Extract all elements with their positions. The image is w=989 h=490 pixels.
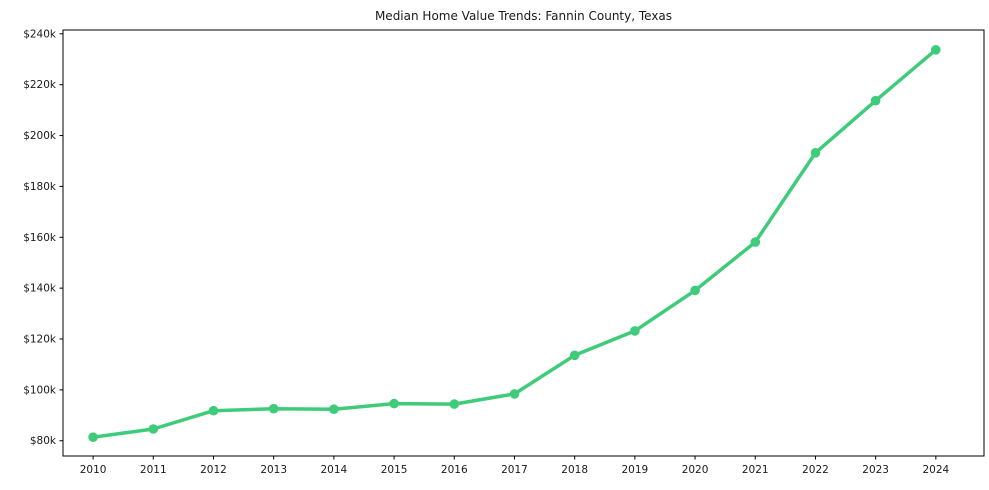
y-tick-label: $80k: [30, 435, 57, 447]
y-tick-label: $240k: [23, 28, 57, 40]
chart-title: Median Home Value Trends: Fannin County,…: [375, 9, 672, 23]
x-tick-label: 2012: [200, 464, 227, 476]
y-tick-label: $180k: [23, 181, 57, 193]
x-tick-label: 2021: [742, 464, 769, 476]
y-tick-label: $120k: [23, 334, 57, 346]
x-tick-label: 2022: [802, 464, 829, 476]
data-point-marker: [509, 389, 520, 399]
data-point-marker: [268, 403, 279, 414]
y-tick-label: $200k: [23, 130, 57, 142]
y-tick-label: $140k: [23, 283, 57, 295]
data-point-marker: [690, 285, 700, 296]
data-point-marker: [88, 432, 98, 443]
data-point-marker: [208, 405, 219, 416]
x-tick-label: 2024: [922, 464, 949, 476]
data-point-marker: [810, 148, 821, 158]
x-tick-label: 2010: [80, 464, 107, 476]
data-point-marker: [750, 237, 761, 247]
x-tick-label: 2017: [501, 464, 528, 476]
y-axis: $80k $100k $120k $140k $160k $180k $200k $220k $…: [23, 28, 63, 447]
plot-border: [62, 29, 985, 457]
x-tick-label: 2020: [682, 464, 709, 476]
x-tick-label: 2015: [381, 464, 408, 476]
x-tick-label: 2014: [321, 464, 348, 476]
x-axis: 2010 2011 2012 2013 2014 2015 2016 2017 2018 2019…: [80, 456, 950, 476]
y-tick-label: $220k: [23, 79, 57, 91]
data-point-marker: [931, 45, 941, 55]
line-series: [88, 45, 941, 443]
x-tick-label: 2019: [621, 464, 648, 476]
data-point-marker: [389, 398, 399, 409]
x-tick-label: 2011: [140, 464, 167, 476]
x-tick-label: 2018: [561, 464, 588, 476]
data-point-marker: [329, 404, 339, 415]
data-point-marker: [630, 326, 640, 336]
data-point-marker: [449, 399, 460, 409]
data-point-marker: [148, 424, 159, 434]
x-tick-label: 2023: [862, 464, 889, 476]
x-tick-label: 2013: [260, 464, 287, 476]
y-tick-label: $160k: [23, 232, 57, 244]
y-tick-label: $100k: [23, 384, 57, 396]
data-point-marker: [870, 95, 881, 106]
plot-area: [63, 30, 984, 456]
data-point-marker: [569, 350, 580, 361]
x-tick-label: 2016: [441, 464, 468, 476]
